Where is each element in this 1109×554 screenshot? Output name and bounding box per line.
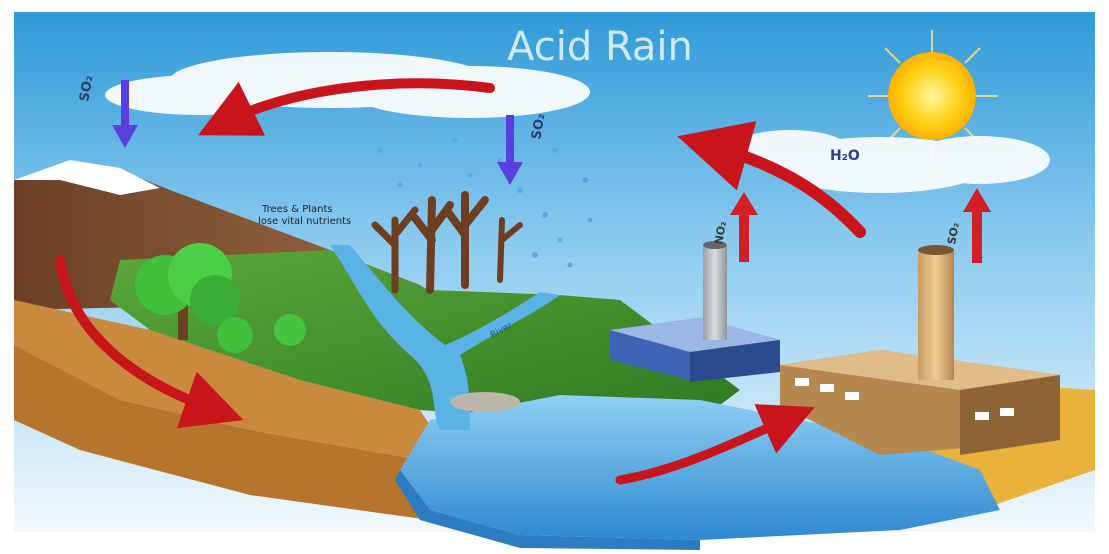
smokestack-icon [918,245,954,380]
ground-front [14,345,430,520]
acid-droplets [377,137,593,268]
diagram-title: Acid Rain [507,24,693,70]
so2-label-left: SO₂ [77,74,96,102]
no2-label-small: NO₂ [712,220,729,245]
cycle-arrows [55,78,866,485]
river [330,245,560,430]
rock [450,392,520,412]
factory-icon [610,318,780,382]
rain-arrow-center [497,115,523,185]
smokestack-icon [703,241,727,340]
so2-label-right: SO₂ [945,221,962,245]
tree-icon [135,243,306,353]
emission-arrow-large [963,188,991,263]
h2o-label: H₂O [830,148,860,164]
emission-arrow-small [730,192,758,262]
note-line-1: Trees & Plants [261,204,333,215]
rain-arrow-left [112,80,138,148]
note-line-2: lose vital nutrients [258,216,351,227]
cloud-icon [730,130,1050,193]
so2-label-center: SO₂ [529,112,548,140]
dead-tree-icon [371,191,523,294]
